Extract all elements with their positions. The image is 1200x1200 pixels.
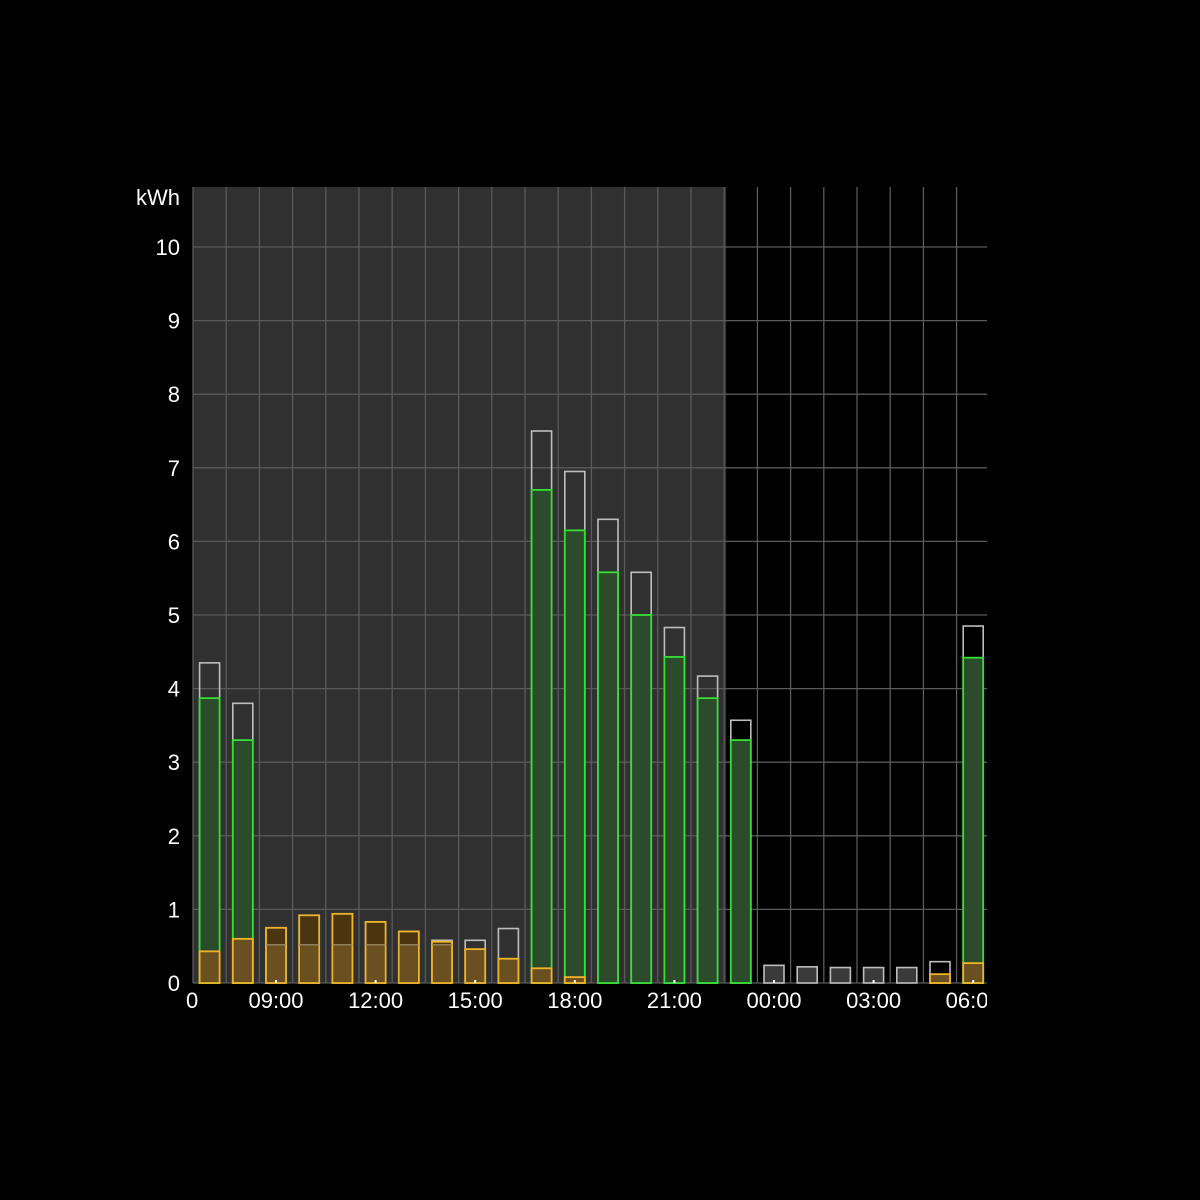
hour-bar-group bbox=[331, 912, 354, 984]
green-segment-bar bbox=[563, 529, 586, 984]
y-tick-label: 4 bbox=[168, 677, 180, 702]
total-consumption-bar bbox=[895, 966, 918, 984]
hour-bar-group bbox=[929, 960, 951, 984]
hour-bar-group bbox=[431, 939, 453, 984]
hour-bar-group bbox=[464, 939, 487, 984]
y-tick-label: 2 bbox=[168, 824, 180, 849]
hour-bar-group bbox=[530, 430, 553, 984]
x-tick-label: 09:00 bbox=[248, 988, 303, 1013]
yellow-segment-bar bbox=[198, 950, 221, 984]
y-tick-label: 8 bbox=[168, 382, 180, 407]
y-tick-label: 6 bbox=[168, 529, 180, 554]
yellow-segment-base bbox=[267, 944, 285, 982]
hour-bar-group bbox=[796, 966, 819, 984]
x-tick-label: 03:00 bbox=[846, 988, 901, 1013]
hour-bar-group bbox=[497, 927, 520, 984]
green-segment-bar bbox=[530, 488, 553, 984]
hour-bar-group bbox=[397, 930, 420, 984]
x-tick-labels: 09:00 12:00 15:00 18:00 21:00 00:00 03:00 06:00 bbox=[248, 980, 1001, 1013]
axis-labels: kWh 0 1 2 3 4 5 6 7 8 9 10 0 09:00 12:00 15:00 18:00 21:0… bbox=[136, 185, 1001, 1013]
yellow-segment-bar bbox=[231, 937, 254, 984]
green-segment-bar bbox=[962, 656, 985, 984]
green-segment-bar bbox=[729, 739, 752, 984]
hour-bar-group bbox=[563, 470, 586, 984]
yellow-segment-base bbox=[399, 944, 418, 982]
hour-bar-group bbox=[231, 702, 254, 984]
x-tick-label: 00:00 bbox=[746, 988, 801, 1013]
yellow-segment-bar bbox=[497, 957, 520, 984]
y-tick-label: 1 bbox=[168, 897, 180, 922]
y-tick-label: 7 bbox=[168, 456, 180, 481]
y-tick-label: 0 bbox=[168, 971, 180, 996]
green-segment-bar bbox=[597, 571, 619, 984]
hour-bar-group bbox=[265, 926, 287, 984]
x-tick-label: 06:00 bbox=[946, 988, 1001, 1013]
hour-bar-group bbox=[962, 625, 985, 984]
x-tick-label: 21:00 bbox=[647, 988, 702, 1013]
x-tick-label: 12:00 bbox=[348, 988, 403, 1013]
yellow-segment-base bbox=[433, 944, 451, 982]
y-tick-label: 9 bbox=[168, 309, 180, 334]
yellow-segment-base bbox=[366, 944, 385, 982]
yellow-segment-bar bbox=[464, 948, 487, 984]
y-tick-label: 5 bbox=[168, 603, 180, 628]
hour-bar-group bbox=[829, 966, 852, 984]
green-segment-bar bbox=[696, 697, 719, 984]
yellow-segment-base bbox=[300, 944, 319, 982]
hour-bar-group bbox=[597, 518, 619, 984]
yellow-segment-bar bbox=[530, 967, 553, 984]
hour-bar-group bbox=[364, 921, 387, 984]
gridlines bbox=[192, 187, 987, 984]
hour-bar-group bbox=[895, 966, 918, 984]
green-segment-bar bbox=[630, 614, 653, 984]
x-tick-label: 15:00 bbox=[448, 988, 503, 1013]
hour-bar-group bbox=[663, 626, 686, 984]
bars bbox=[198, 430, 985, 984]
hour-bar-group bbox=[298, 914, 321, 984]
yellow-segment-base bbox=[333, 944, 352, 982]
total-consumption-bar bbox=[829, 966, 852, 984]
y-axis-unit-label: kWh bbox=[136, 185, 180, 210]
hour-bar-group bbox=[630, 571, 653, 984]
x-tick-label: 18:00 bbox=[547, 988, 602, 1013]
hour-bar-group bbox=[729, 719, 752, 984]
green-segment-bar bbox=[198, 697, 221, 984]
x-tick-label-partial: 0 bbox=[186, 988, 198, 1013]
yellow-segment-bar bbox=[929, 973, 951, 984]
green-segment-bar bbox=[663, 656, 686, 984]
total-consumption-bar bbox=[796, 966, 819, 984]
y-tick-label: 10 bbox=[156, 235, 180, 260]
hour-bar-group bbox=[198, 662, 221, 984]
hour-bar-group bbox=[696, 675, 719, 984]
y-tick-label: 3 bbox=[168, 750, 180, 775]
